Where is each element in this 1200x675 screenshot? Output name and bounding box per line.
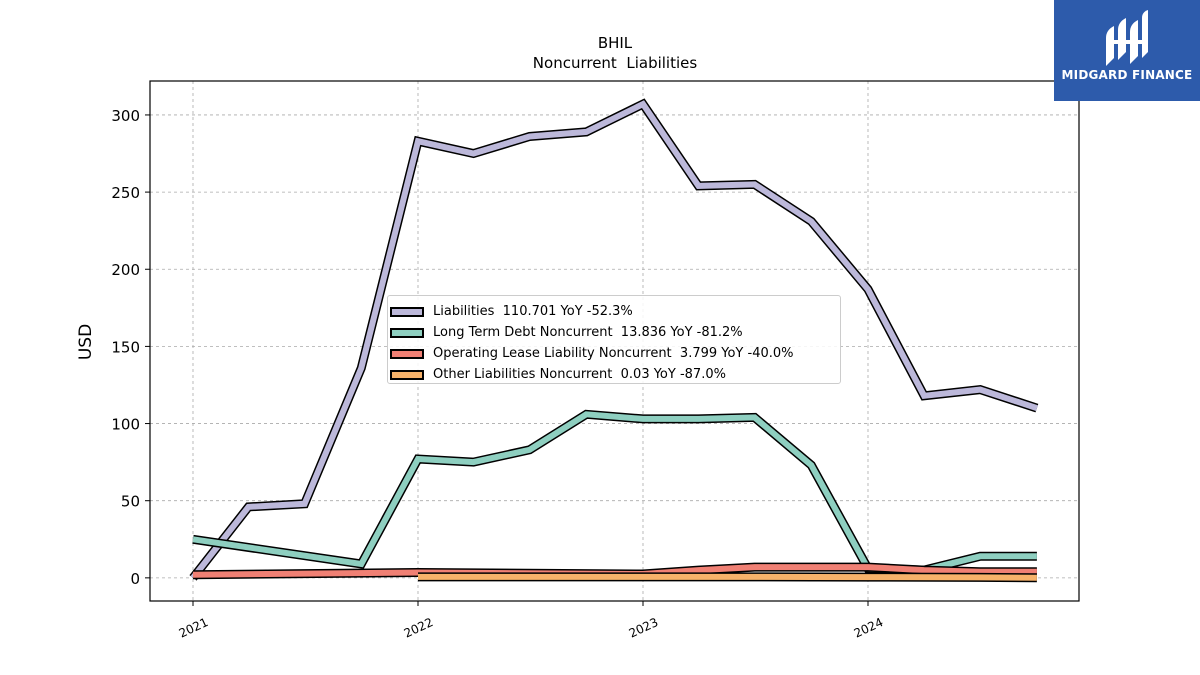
legend-swatch — [390, 327, 424, 338]
legend-swatch — [390, 306, 424, 317]
x-tick-label: 2022 — [402, 615, 436, 641]
y-axis-label: USD — [76, 324, 96, 360]
series-outline — [192, 409, 1037, 575]
legend-item-other-liabilities: Other Liabilities Noncurrent 0.03 YoY -8… — [388, 364, 840, 385]
chart-subtitle: Noncurrent Liabilities — [533, 54, 698, 72]
x-tick-label: 2023 — [627, 615, 661, 641]
legend-swatch — [390, 369, 424, 380]
y-tick-label: 0 — [130, 570, 140, 588]
legend-label: Operating Lease Liability Noncurrent 3.7… — [433, 346, 794, 361]
brand-logo: MIDGARD FINANCE — [1054, 0, 1200, 101]
y-axis: 0 50 100 150 200 250 300 — [111, 107, 150, 588]
y-tick-label: 200 — [111, 261, 140, 279]
legend-swatch — [390, 348, 424, 359]
chart-title: BHIL — [598, 34, 633, 52]
y-tick-label: 150 — [111, 338, 140, 356]
legend-item-liabilities: Liabilities 110.701 YoY -52.3% — [388, 301, 840, 322]
plot-frame — [149, 80, 1080, 602]
legend-label: Long Term Debt Noncurrent 13.836 YoY -81… — [433, 325, 743, 340]
x-axis: 2021 2022 2023 2024 — [177, 601, 886, 641]
x-tick-label: 2024 — [852, 615, 886, 641]
series-line-3 — [418, 573, 1037, 581]
series-line-0 — [190, 100, 1038, 580]
series-lines — [189, 98, 1039, 583]
y-tick-label: 100 — [111, 416, 140, 434]
midgard-finance-logo-icon — [1106, 10, 1148, 66]
legend-label: Liabilities 110.701 YoY -52.3% — [433, 304, 633, 319]
legend: Liabilities 110.701 YoY -52.3% Long Term… — [387, 295, 841, 384]
y-tick-label: 50 — [121, 493, 140, 511]
y-tick-label: 300 — [111, 107, 140, 125]
legend-item-operating-lease: Operating Lease Liability Noncurrent 3.7… — [388, 343, 840, 364]
brand-name: MIDGARD FINANCE — [1061, 68, 1193, 82]
series-line-1 — [192, 411, 1037, 574]
legend-label: Other Liabilities Noncurrent 0.03 YoY -8… — [433, 367, 726, 382]
x-tick-label: 2021 — [177, 615, 211, 641]
y-tick-label: 250 — [111, 184, 140, 202]
legend-item-long-term-debt: Long Term Debt Noncurrent 13.836 YoY -81… — [388, 322, 840, 343]
